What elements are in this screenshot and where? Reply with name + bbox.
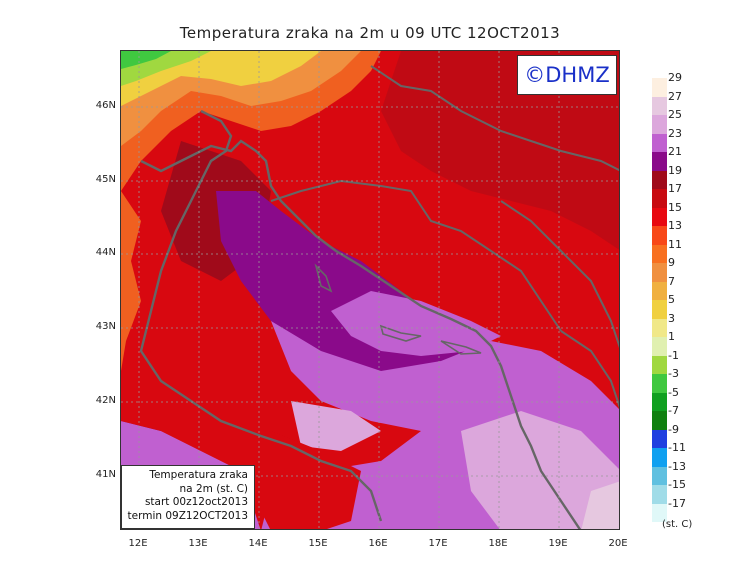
colorbar-label: -3 — [668, 367, 679, 380]
lat-label: 46N — [95, 100, 116, 111]
lon-label: 20E — [608, 538, 628, 549]
ionian-lightest — [581, 481, 619, 529]
colorbar-swatch — [652, 374, 667, 393]
colorbar-swatch — [652, 300, 667, 319]
west-adriatic-coastline — [139, 109, 383, 522]
island-2 — [379, 324, 422, 342]
map-title: Temperatura zraka na 2m u 09 UTC 12OCT20… — [179, 24, 561, 42]
island-3 — [440, 340, 482, 355]
colorbar-label: 17 — [668, 182, 682, 195]
colorbar-label: -5 — [668, 385, 679, 399]
colorbar-swatch — [652, 392, 667, 411]
colorbar-label: 25 — [668, 108, 682, 121]
colorbar-swatch — [652, 263, 667, 282]
colorbar-label: -17 — [668, 496, 686, 510]
colorbar-swatch — [652, 466, 667, 485]
colorbar-label: -1 — [668, 348, 679, 362]
colorbar-label: -11 — [668, 441, 686, 454]
temperature-map: ©DHMZ Temperatura zraka na 2m (st. C) st… — [120, 50, 620, 530]
lat-label: 42N — [95, 395, 116, 406]
colorbar-swatch — [652, 78, 667, 97]
colorbar-label: 21 — [668, 145, 682, 158]
lon-label: 19E — [548, 538, 568, 549]
southeast-border-line — [560, 330, 619, 409]
inland-darkred-zone — [381, 51, 619, 250]
colorbar-label: 15 — [668, 200, 682, 214]
lon-label: 12E — [128, 538, 148, 549]
map-canvas — [121, 51, 619, 529]
colorbar-label: 1 — [668, 330, 675, 343]
colorbar-swatch — [652, 133, 667, 152]
colorbar-label: 19 — [668, 163, 682, 177]
colorbar-swatch — [652, 411, 667, 430]
colorbar-label: 7 — [668, 274, 675, 288]
south-pink-patch — [291, 401, 381, 451]
inland-border-line — [270, 179, 562, 332]
colorbar-label: 23 — [668, 126, 682, 140]
colorbar-label: 29 — [668, 71, 682, 84]
northern-border-line — [370, 65, 619, 172]
info-line: termin 09Z12OCT2013 — [127, 509, 249, 522]
colorbar-swatch — [652, 189, 667, 208]
info-box: Temperatura zraka na 2m (st. C) start 00… — [121, 465, 255, 529]
colorbar-label: 27 — [668, 89, 682, 103]
colorbar-label: -15 — [668, 478, 686, 491]
info-line: na 2m (st. C) — [179, 482, 248, 495]
colorbar-swatch — [652, 355, 667, 374]
colorbar-label: 11 — [668, 237, 682, 251]
colorbar-swatch — [652, 485, 667, 504]
colorbar-swatch — [652, 226, 667, 245]
central-sea-light — [331, 291, 501, 356]
eastern-border-line — [500, 200, 619, 349]
info-line: start 00z12oct2013 — [144, 496, 248, 508]
colorbar-swatch — [652, 170, 667, 189]
lon-label: 16E — [368, 538, 388, 549]
island-1 — [314, 263, 333, 293]
colorbar-label: 3 — [668, 311, 675, 325]
colorbar-swatch — [652, 152, 667, 171]
colorbar-swatch — [652, 429, 667, 448]
info-line: Temperatura zraka — [149, 469, 248, 481]
colorbar-swatch — [652, 337, 667, 356]
colorbar-label: -13 — [668, 459, 686, 473]
east-adriatic-coastline — [140, 139, 582, 529]
colorbar-swatch — [652, 281, 667, 300]
lon-label: 18E — [488, 538, 508, 549]
west-orange-strip — [121, 191, 141, 371]
colorbar-swatch — [652, 503, 667, 522]
lon-label: 14E — [248, 538, 268, 549]
colorbar-unit: (st. C) — [662, 519, 693, 530]
dhmz-logo: ©DHMZ — [517, 55, 617, 95]
map-grid — [121, 51, 619, 529]
colorbar-swatch — [652, 244, 667, 263]
north-darkgreen-zone — [121, 51, 171, 69]
colorbar-label: 9 — [668, 256, 675, 269]
colorbar-label: 13 — [668, 219, 682, 232]
colorbar-swatch — [652, 115, 667, 134]
colorbar-label: 5 — [668, 293, 675, 306]
colorbar-swatch — [652, 207, 667, 226]
lat-label: 44N — [95, 247, 116, 258]
lon-label: 15E — [308, 538, 328, 549]
lon-label: 13E — [188, 538, 208, 549]
lat-label: 45N — [95, 174, 116, 185]
colorbar-label: -7 — [668, 404, 679, 417]
colorbar-swatch — [652, 448, 667, 467]
lon-label: 17E — [428, 538, 448, 549]
lat-label: 43N — [95, 321, 116, 332]
colorbar-label: -9 — [668, 422, 679, 436]
lat-label: 41N — [95, 469, 116, 480]
colorbar-swatch — [652, 318, 667, 337]
colorbar-swatch — [652, 96, 667, 115]
